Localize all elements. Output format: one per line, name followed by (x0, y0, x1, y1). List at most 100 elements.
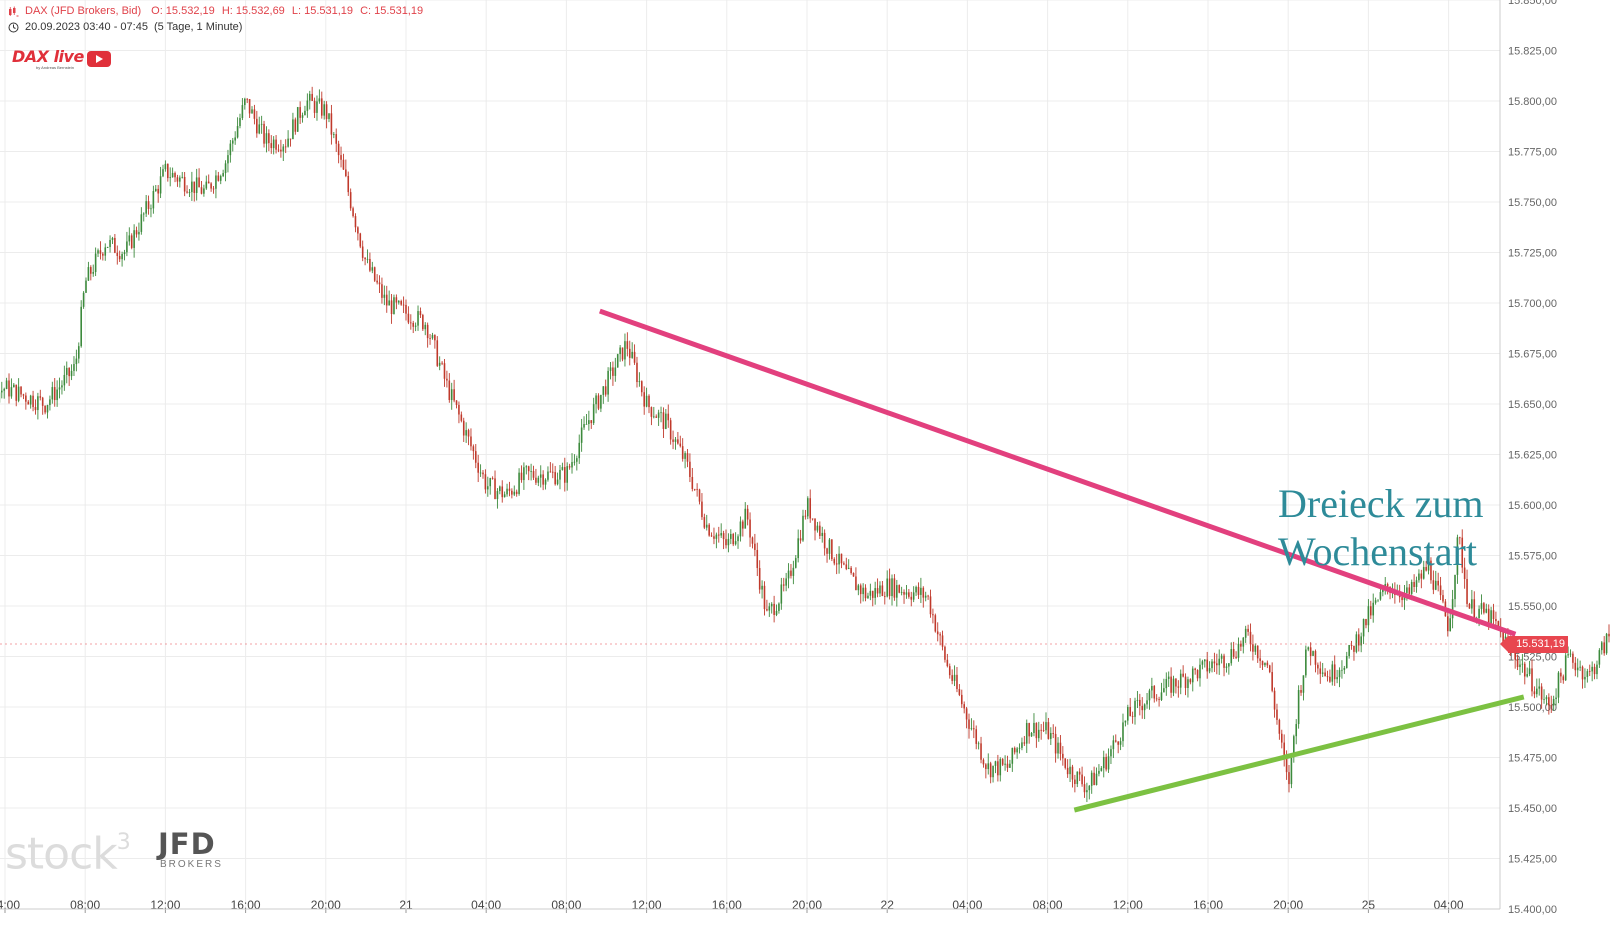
candle-up (891, 578, 893, 597)
candle-up (1528, 668, 1531, 675)
x-tick-label: 20:00 (792, 898, 822, 912)
candle-up (188, 192, 191, 193)
candle-down (193, 181, 196, 193)
candle-down (898, 585, 901, 593)
candle-up (65, 367, 68, 375)
candle-up (241, 105, 244, 119)
candle-down (612, 367, 614, 376)
candle-up (152, 191, 155, 209)
candle-down (419, 311, 422, 316)
candle-down (448, 380, 451, 401)
candle-down (1064, 758, 1067, 768)
candle-up (287, 138, 289, 147)
candle-up (886, 578, 888, 597)
candle-down (1117, 741, 1119, 745)
candle-up (1377, 599, 1379, 601)
candle-up (530, 471, 532, 472)
candle-up (181, 176, 184, 178)
candle-down (311, 93, 313, 101)
candle-down (277, 149, 280, 151)
candle-down (1574, 662, 1577, 671)
candle-down (441, 362, 443, 364)
candle-down (826, 548, 828, 554)
candle-down (289, 138, 292, 140)
y-tick-label: 15.775,00 (1508, 147, 1557, 159)
candle-down (1333, 664, 1336, 680)
candle-down (946, 659, 949, 667)
candle-up (787, 570, 790, 579)
candle-down (135, 230, 138, 235)
candle-down (369, 258, 371, 271)
candle-up (1163, 688, 1165, 693)
candle-down (640, 381, 643, 393)
candle-down (1459, 537, 1461, 539)
candle-up (684, 453, 686, 459)
candle-up (778, 603, 780, 611)
candle-up (1146, 700, 1148, 705)
candle-down (1249, 631, 1252, 645)
candle-up (328, 113, 330, 119)
candle-down (1240, 643, 1242, 647)
candle-down (1278, 719, 1281, 734)
x-tick-label: 08:00 (1033, 898, 1063, 912)
candle-down (1071, 766, 1074, 780)
candle-up (1579, 666, 1581, 668)
candle-up (1030, 732, 1033, 737)
candle-down (1177, 686, 1180, 688)
candle-down (1350, 645, 1353, 646)
support-trendline[interactable] (1073, 694, 1525, 813)
candle-up (258, 124, 261, 134)
candle-down (693, 488, 696, 490)
candle-up (525, 466, 528, 468)
candle-down (1013, 747, 1016, 753)
candle-up (1415, 580, 1418, 587)
candle-down (965, 708, 968, 720)
candle-up (739, 521, 742, 537)
candle-down (1273, 690, 1276, 710)
candle-up (1264, 662, 1266, 666)
candle-down (686, 453, 689, 462)
candle-down (325, 104, 328, 119)
candle-down (263, 123, 265, 144)
candle-up (828, 539, 831, 554)
candle-up (70, 370, 73, 377)
candle-down (299, 107, 301, 118)
candle-up (121, 254, 123, 260)
candle-down (405, 304, 407, 314)
candle-up (29, 395, 32, 405)
candle-down (1357, 634, 1360, 646)
candle-down (354, 216, 357, 228)
candle-down (458, 404, 460, 415)
candle-up (619, 347, 621, 355)
candle-up (265, 133, 268, 144)
candle-down (722, 533, 725, 540)
candle-up (645, 395, 648, 407)
candle-down (1141, 705, 1144, 711)
candle-up (1148, 690, 1151, 701)
candle-down (1259, 658, 1261, 661)
candle-down (1581, 666, 1584, 680)
candle-up (1312, 651, 1314, 656)
candle-down (689, 461, 691, 477)
candle-down (467, 430, 470, 437)
candle-up (169, 177, 172, 179)
resistance-trendline[interactable] (598, 308, 1517, 637)
candle-down (708, 524, 710, 536)
candle-down (412, 322, 415, 327)
candle-down (679, 443, 682, 447)
candle-down (621, 347, 624, 360)
candle-down (855, 576, 857, 591)
candle-down (39, 396, 42, 398)
candle-up (1112, 740, 1115, 750)
candle-up (518, 472, 520, 494)
candle-down (1439, 585, 1442, 596)
candle-down (347, 175, 350, 193)
candle-down (746, 508, 749, 520)
candle-down (1052, 733, 1055, 734)
candle-up (547, 471, 549, 480)
candle-up (1545, 697, 1548, 700)
candle-down (436, 340, 439, 366)
candle-down (1153, 686, 1156, 699)
candle-up (371, 267, 374, 271)
